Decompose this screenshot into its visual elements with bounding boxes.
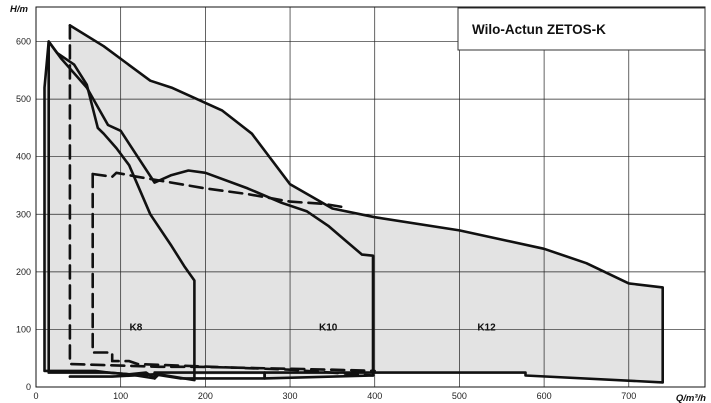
x-tick-label: 0	[33, 391, 38, 401]
y-tick-label: 300	[16, 209, 31, 219]
envelope-fill-k8	[44, 41, 195, 381]
envelope-fills	[44, 25, 663, 383]
k8-outline-line	[43, 40, 196, 382]
region-labels: K12 K10 K8	[130, 323, 497, 334]
y-axis-label: H/m	[10, 4, 29, 15]
title-box	[457, 7, 706, 51]
y-tick-label: 500	[16, 94, 31, 104]
y-tick-label: 400	[16, 152, 31, 162]
k12-outline-line	[68, 24, 665, 384]
x-tick-label: 500	[452, 391, 467, 401]
y-tick-label: 100	[16, 324, 31, 334]
grid-lines	[36, 7, 705, 387]
x-axis-label: Q/m³/h	[676, 393, 706, 403]
x-tick-label: 300	[283, 391, 298, 401]
y-tick-label: 200	[16, 267, 31, 277]
x-tick-label: 700	[621, 391, 636, 401]
plot-frame	[35, 6, 706, 388]
axes: 0 100 200 300 400 500 600 700 0 100 200 300 400 500 60…	[16, 6, 706, 401]
k12-dashed-line	[91, 171, 347, 209]
x-tick-label: 400	[367, 391, 382, 401]
x-tick-label: 100	[113, 391, 128, 401]
region-label-k10: K10	[319, 323, 338, 334]
y-tick-label: 0	[26, 382, 31, 392]
chart-title: Wilo-Actun ZETOS-K	[472, 22, 606, 37]
x-tick-label: 200	[198, 391, 213, 401]
region-label-k12: K12	[477, 323, 496, 334]
region-label-k8: K8	[130, 323, 143, 334]
envelope-curves	[43, 24, 665, 384]
y-tick-label: 600	[16, 37, 31, 47]
x-tick-label: 600	[537, 391, 552, 401]
k10-dashed-line	[91, 172, 375, 377]
